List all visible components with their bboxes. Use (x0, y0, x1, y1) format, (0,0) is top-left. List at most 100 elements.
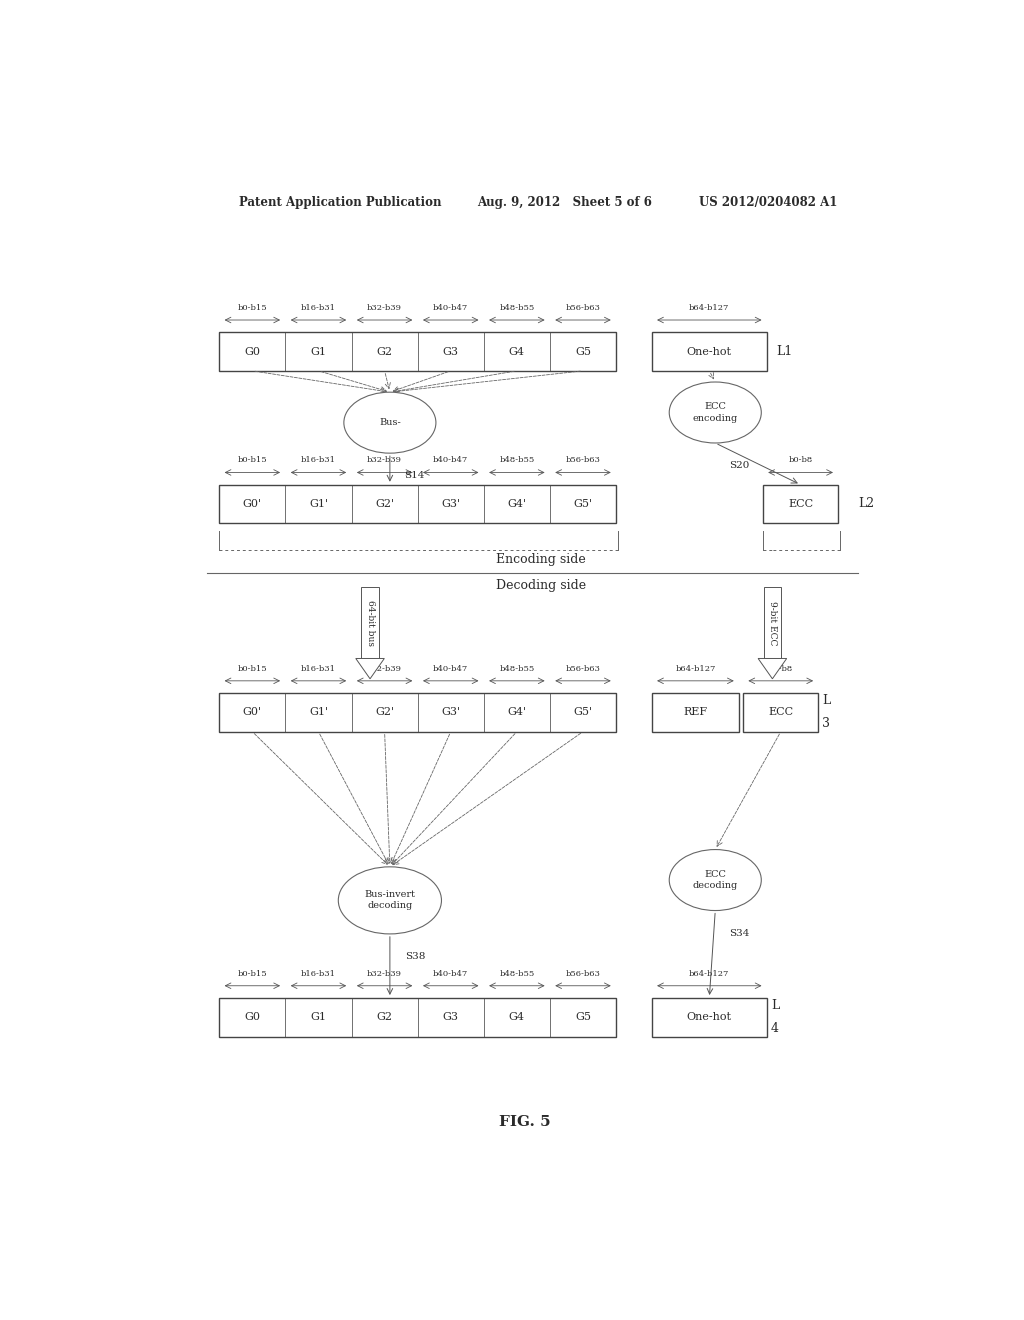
Text: b40-b47: b40-b47 (433, 304, 468, 312)
Text: b16-b31: b16-b31 (301, 457, 336, 465)
Bar (764, 587, 781, 659)
Bar (219, 484, 286, 523)
Bar (763, 484, 839, 523)
Text: b56-b63: b56-b63 (565, 665, 600, 673)
Text: b0-b15: b0-b15 (238, 457, 267, 465)
Text: b32-b39: b32-b39 (367, 970, 402, 978)
Ellipse shape (670, 850, 761, 911)
Bar (219, 998, 616, 1036)
Text: 4: 4 (771, 1022, 779, 1035)
Bar (219, 484, 616, 523)
Ellipse shape (338, 867, 441, 935)
Text: b0-b15: b0-b15 (238, 970, 267, 978)
Bar (483, 484, 550, 523)
Bar (550, 484, 616, 523)
Bar (219, 693, 616, 731)
Text: b32-b39: b32-b39 (367, 457, 402, 465)
Text: Encoding side: Encoding side (496, 553, 586, 566)
Bar (351, 484, 418, 523)
Text: b48-b55: b48-b55 (500, 457, 535, 465)
Bar (351, 998, 418, 1036)
Text: G4': G4' (507, 499, 526, 510)
Bar (351, 333, 418, 371)
Text: b48-b55: b48-b55 (500, 970, 535, 978)
Text: G1': G1' (309, 708, 328, 717)
Bar (652, 998, 767, 1036)
Text: ECC: ECC (788, 499, 813, 510)
Text: S20: S20 (729, 461, 750, 470)
Text: G5: G5 (575, 1012, 591, 1022)
Text: G0: G0 (245, 1012, 260, 1022)
Text: Aug. 9, 2012   Sheet 5 of 6: Aug. 9, 2012 Sheet 5 of 6 (477, 195, 652, 209)
Text: L: L (771, 999, 779, 1012)
Text: ECC
decoding: ECC decoding (692, 870, 738, 890)
Bar (550, 693, 616, 731)
Text: S38: S38 (406, 952, 426, 961)
Text: G3': G3' (441, 499, 461, 510)
Text: b16-b31: b16-b31 (301, 304, 336, 312)
Bar (351, 693, 418, 731)
Text: 3: 3 (822, 718, 830, 730)
Text: b64-b127: b64-b127 (689, 304, 729, 312)
Text: b32-b39: b32-b39 (367, 665, 402, 673)
Text: b0-b15: b0-b15 (238, 665, 267, 673)
Bar (418, 693, 483, 731)
Bar (219, 998, 286, 1036)
Bar (743, 693, 818, 731)
Text: G1: G1 (310, 1012, 327, 1022)
Polygon shape (355, 659, 384, 678)
Text: G1: G1 (310, 347, 327, 356)
Text: 9-bit ECC: 9-bit ECC (768, 601, 777, 645)
Text: b0-b8: b0-b8 (788, 457, 813, 465)
Text: G5': G5' (573, 708, 593, 717)
Text: G5': G5' (573, 499, 593, 510)
Text: b32-b39: b32-b39 (367, 304, 402, 312)
Text: b0-b8: b0-b8 (769, 665, 793, 673)
Bar (550, 333, 616, 371)
Bar (483, 998, 550, 1036)
Bar (418, 998, 483, 1036)
Bar (418, 333, 483, 371)
Text: b56-b63: b56-b63 (565, 457, 600, 465)
Text: ECC
encoding: ECC encoding (692, 403, 738, 422)
Text: US 2012/0204082 A1: US 2012/0204082 A1 (699, 195, 838, 209)
Bar (550, 998, 616, 1036)
Bar (483, 333, 550, 371)
Text: Decoding side: Decoding side (496, 578, 586, 591)
Text: G2': G2' (375, 708, 394, 717)
Text: G3: G3 (442, 347, 459, 356)
Text: b56-b63: b56-b63 (565, 304, 600, 312)
Text: b40-b47: b40-b47 (433, 665, 468, 673)
Text: S34: S34 (729, 929, 750, 937)
Text: One-hot: One-hot (687, 1012, 732, 1022)
Text: Bus-: Bus- (379, 418, 400, 428)
Text: G2: G2 (377, 1012, 392, 1022)
Bar (286, 998, 351, 1036)
Text: 64-bit bus: 64-bit bus (366, 599, 375, 645)
Text: G2': G2' (375, 499, 394, 510)
Text: Patent Application Publication: Patent Application Publication (240, 195, 441, 209)
Ellipse shape (670, 381, 761, 444)
Text: G3': G3' (441, 708, 461, 717)
Text: b56-b63: b56-b63 (565, 970, 600, 978)
Bar (219, 333, 616, 371)
Bar (652, 693, 739, 731)
Text: One-hot: One-hot (687, 347, 732, 356)
Text: G1': G1' (309, 499, 328, 510)
Bar (286, 484, 351, 523)
Bar (286, 333, 351, 371)
Text: b0-b15: b0-b15 (238, 304, 267, 312)
Text: G4': G4' (507, 708, 526, 717)
Text: Bus-invert
decoding: Bus-invert decoding (365, 890, 416, 911)
Text: L: L (822, 694, 830, 708)
Text: b64-b127: b64-b127 (689, 970, 729, 978)
Text: S14: S14 (403, 471, 424, 480)
Text: b40-b47: b40-b47 (433, 457, 468, 465)
Bar (361, 587, 379, 659)
Text: b16-b31: b16-b31 (301, 970, 336, 978)
Text: b16-b31: b16-b31 (301, 665, 336, 673)
Bar (286, 693, 351, 731)
Text: L2: L2 (858, 498, 874, 511)
Text: G5: G5 (575, 347, 591, 356)
Polygon shape (758, 659, 786, 678)
